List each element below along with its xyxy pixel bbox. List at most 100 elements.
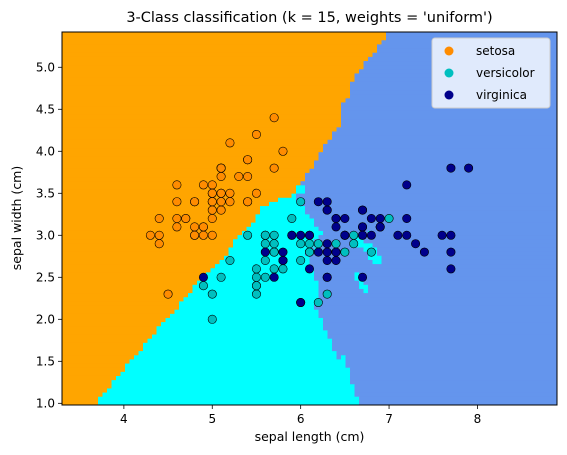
virginica-point: [322, 197, 332, 207]
decision-region-cell: [341, 114, 557, 120]
decision-region-cell: [318, 309, 557, 315]
decision-region-cell: [62, 251, 230, 257]
decision-region-cell: [174, 309, 320, 315]
decision-region-cell: [314, 160, 557, 166]
decision-region-cell: [368, 284, 557, 290]
virginica-point: [322, 239, 332, 249]
decision-region-cell: [62, 210, 261, 215]
virginica-point: [287, 230, 297, 240]
decision-region-cell: [116, 375, 351, 381]
setosa-point: [243, 197, 253, 207]
decision-region-cell: [359, 396, 557, 402]
decision-region-cell: [341, 355, 347, 361]
decision-region-cell: [336, 127, 557, 133]
decision-region-cell: [125, 363, 347, 369]
decision-region-cell: [323, 322, 557, 327]
decision-region-cell: [215, 264, 311, 269]
decision-region-cell: [341, 110, 557, 116]
decision-region-cell: [296, 197, 557, 203]
setosa-point: [216, 197, 226, 207]
decision-region-cell: [62, 48, 378, 54]
decision-region-cell: [62, 61, 365, 66]
decision-region-cell: [305, 185, 557, 191]
decision-region-cell: [300, 181, 557, 186]
decision-region-cell: [318, 313, 557, 319]
x-tick-label: 8: [474, 412, 482, 426]
decision-region-cell: [62, 330, 158, 336]
x-tick-label: 4: [120, 412, 128, 426]
decision-region-cell: [354, 272, 360, 278]
decision-region-cell: [62, 110, 342, 116]
virginica-point: [358, 222, 368, 232]
decision-region-cell: [98, 400, 360, 405]
virginica-point: [402, 230, 412, 240]
versicolor-point: [260, 230, 270, 240]
versicolor-point: [349, 230, 359, 240]
decision-region-cell: [62, 305, 180, 311]
decision-region-cell: [318, 152, 557, 157]
decision-region-cell: [206, 272, 315, 278]
setosa-point: [172, 197, 182, 207]
decision-region-cell: [381, 255, 557, 261]
decision-region-cell: [62, 351, 140, 356]
virginica-point: [446, 247, 456, 257]
decision-region-cell: [269, 201, 302, 207]
virginica-point: [375, 214, 385, 224]
decision-region-cell: [296, 185, 306, 191]
decision-region-cell: [372, 230, 557, 236]
setosa-point: [251, 188, 261, 198]
x-axis: 4 5 6 7 8: [120, 405, 481, 426]
decision-region-cell: [62, 164, 315, 170]
decision-region-cell: [314, 218, 557, 224]
versicolor-point: [269, 230, 279, 240]
decision-region-cell: [62, 206, 261, 211]
virginica-point: [304, 230, 314, 240]
setosa-point: [198, 222, 208, 232]
versicolor-point: [251, 289, 261, 299]
decision-region-cell: [179, 301, 315, 307]
decision-region-cell: [332, 131, 557, 137]
decision-region-cell: [314, 222, 557, 228]
decision-region-cell: [354, 392, 557, 398]
decision-region-cell: [332, 338, 557, 344]
decision-region-cell: [152, 334, 329, 340]
decision-region-cell: [62, 375, 117, 381]
versicolor-point: [269, 239, 279, 249]
decision-region-cell: [62, 222, 252, 228]
decision-region-cell: [62, 143, 324, 149]
decision-region-cell: [359, 400, 557, 405]
decision-region-cell: [336, 351, 557, 356]
decision-region-cell: [246, 226, 320, 232]
setosa-point: [216, 172, 226, 182]
virginica-point: [322, 205, 332, 215]
decision-region-cell: [165, 317, 324, 323]
decision-region-cell: [62, 131, 333, 137]
decision-region-cell: [62, 40, 383, 46]
virginica-point: [296, 298, 306, 308]
decision-region-cell: [62, 197, 279, 203]
decision-region-cell: [341, 123, 557, 128]
decision-region-cell: [62, 293, 189, 298]
decision-region-cell: [350, 380, 557, 385]
decision-region-cell: [62, 367, 126, 373]
decision-region-cell: [156, 326, 324, 331]
decision-region-cell: [62, 338, 149, 344]
decision-region-cell: [62, 226, 248, 232]
y-tick-label: 4.5: [36, 102, 55, 116]
decision-region-cell: [314, 276, 356, 282]
decision-region-cell: [314, 272, 356, 278]
decision-region-cell: [318, 297, 557, 302]
decision-region-cell: [62, 317, 167, 323]
decision-region-cell: [381, 259, 557, 265]
decision-region-cell: [323, 148, 557, 153]
versicolor-point: [304, 247, 314, 257]
virginica-point: [322, 255, 332, 265]
virginica-point: [402, 214, 412, 224]
setosa-point: [216, 205, 226, 215]
y-tick-label: 2.5: [36, 270, 55, 284]
decision-region-cell: [332, 135, 557, 141]
decision-region-cell: [237, 235, 320, 240]
setosa-point: [234, 172, 244, 182]
decision-region-cell: [62, 65, 365, 70]
